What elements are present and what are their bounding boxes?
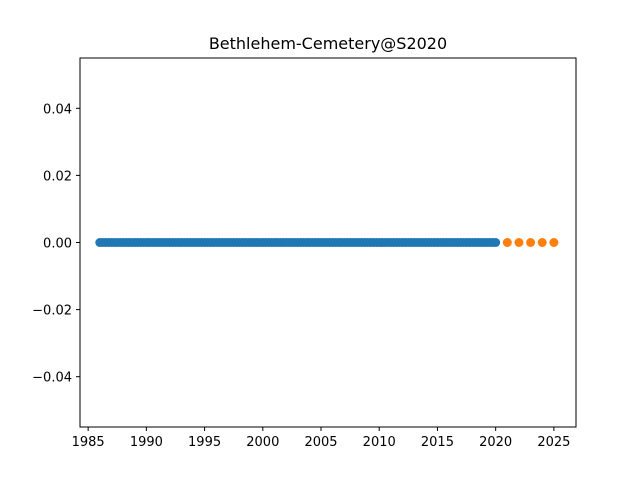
- series-2-point: [549, 238, 559, 247]
- points-layer: [95, 238, 559, 247]
- x-tick-label: 2005: [304, 435, 337, 450]
- x-tick-label: 1995: [188, 435, 221, 450]
- series-2-point: [526, 238, 536, 247]
- x-tick-label: 2015: [421, 435, 454, 450]
- chart-title: Bethlehem-Cemetery@S2020: [209, 34, 447, 53]
- plot-frame: [79, 57, 577, 428]
- x-tick-label: 1985: [72, 435, 105, 450]
- x-tick-label: 2020: [479, 435, 512, 450]
- y-tick-label: −0.02: [32, 304, 72, 319]
- y-tick-label: 0.00: [43, 237, 72, 252]
- x-tick-label: 1990: [130, 435, 163, 450]
- x-tick-label: 2010: [363, 435, 396, 450]
- y-tick-label: 0.02: [43, 169, 72, 184]
- series-1-point: [491, 238, 501, 247]
- y-axis: −0.04 −0.02 0.00 0.02 0.04: [32, 102, 80, 386]
- series-2-point: [502, 238, 512, 247]
- x-tick-label: 2000: [246, 435, 279, 450]
- x-axis: 1985 1990 1995 2000 2005 2010 2015 2020 2025: [72, 427, 570, 450]
- series-2-point: [537, 238, 547, 247]
- series-2-point: [514, 238, 524, 247]
- x-tick-label: 2025: [537, 435, 570, 450]
- y-tick-label: −0.04: [32, 371, 72, 386]
- y-tick-label: 0.04: [43, 102, 72, 117]
